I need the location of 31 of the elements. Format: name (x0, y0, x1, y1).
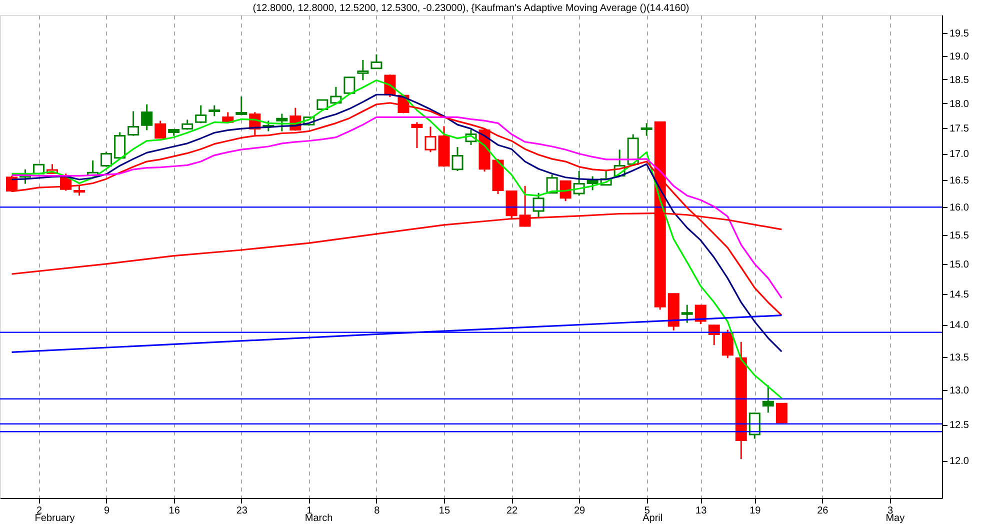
chart-title: (12.8000, 12.8000, 12.5200, 12.5300, -0.23000), {Kaufman's Adaptive Moving Average ()(14.4160) (252, 3, 690, 14)
y-tick-label: 17.5 (950, 124, 970, 135)
y-tick-label: 14.5 (950, 289, 970, 300)
x-tick-label: 23 (236, 506, 248, 516)
y-tick-label: 19.5 (950, 28, 970, 40)
y-tick-label: 13.5 (950, 352, 970, 364)
y-tick-label: 13.0 (950, 386, 970, 397)
x-tick-label: 15 (438, 506, 450, 516)
x-tick-label: 19 (750, 506, 762, 516)
y-tick-label: 18.5 (950, 74, 970, 86)
y-tick-label: 15.5 (950, 230, 970, 242)
text: March (304, 513, 333, 524)
x-tick-label: 16 (168, 506, 180, 516)
y-tick-label: 16.0 (950, 202, 970, 214)
text: May (886, 513, 905, 524)
x-tick-label: 26 (817, 506, 829, 516)
y-tick-label: 15.0 (950, 259, 970, 270)
y-tick-label: 16.5 (950, 176, 970, 187)
y-tick-label: 12.5 (950, 420, 970, 432)
y-tick-label: 18.0 (950, 98, 970, 110)
x-tick-label: 22 (506, 506, 518, 516)
x-tick-label: 9 (104, 506, 110, 516)
x-tick-label: 29 (574, 506, 586, 516)
text: April (642, 513, 663, 524)
y-tick-label: 17.0 (950, 149, 970, 160)
text: February (34, 513, 75, 524)
y-tick-label: 14.0 (950, 320, 970, 332)
x-tick-label: 8 (374, 506, 380, 516)
y-tick-label: 19.0 (950, 51, 970, 62)
x-tick-label: 13 (696, 506, 708, 516)
y-tick-label: 12.0 (950, 456, 970, 468)
